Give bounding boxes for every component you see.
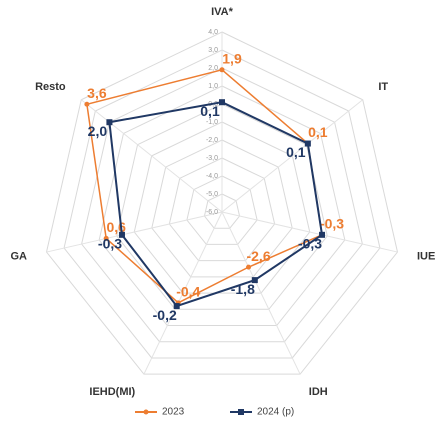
tick-label: -6,0: [206, 209, 218, 216]
marker: [304, 140, 311, 147]
tick-label: 4,0: [208, 29, 218, 36]
tick-label: 1,0: [208, 83, 218, 90]
grid-ring: [63, 49, 381, 359]
category-label: GA: [11, 250, 28, 262]
spoke: [221, 99, 364, 213]
tick-label: -4,0: [206, 173, 218, 180]
marker: [246, 264, 252, 270]
marker: [173, 303, 180, 310]
data-label: -0,2: [153, 307, 177, 323]
grid-ring: [203, 193, 241, 229]
legend-label: 2023: [162, 407, 185, 418]
legend-label: 2024 (p): [257, 407, 294, 418]
data-label: 0,1: [308, 124, 328, 140]
data-label: 0,1: [286, 144, 306, 160]
data-label: 0,1: [200, 103, 220, 119]
grid-ring: [151, 139, 293, 278]
data-label: -0,3: [98, 236, 122, 252]
marker: [103, 235, 109, 241]
grid-ring: [81, 67, 363, 343]
category-label: Resto: [35, 81, 66, 93]
marker: [251, 277, 258, 284]
data-label: -0,3: [320, 216, 344, 232]
legend-marker: [238, 409, 244, 415]
spoke: [80, 99, 223, 213]
marker: [219, 99, 225, 106]
grid-ring: [186, 175, 258, 245]
category-label: IVA*: [211, 6, 234, 18]
grid-ring: [168, 157, 276, 262]
data-label: 1,9: [222, 51, 242, 67]
tick-label: -1,0: [206, 119, 218, 126]
marker: [84, 101, 90, 107]
spoke: [221, 211, 398, 253]
category-label: IT: [378, 81, 388, 93]
category-label: IDH: [309, 386, 328, 398]
marker: [118, 231, 125, 238]
spoke: [221, 211, 301, 375]
series-line: [108, 101, 324, 308]
category-label: IUE: [417, 250, 435, 262]
tick-label: -5,0: [206, 191, 218, 198]
tick-label: -2,0: [206, 137, 218, 144]
marker: [106, 119, 113, 126]
category-label: IEHD(MI): [89, 386, 135, 398]
grid-ring: [45, 31, 399, 375]
data-label: -2,6: [246, 248, 270, 264]
marker: [319, 231, 326, 238]
grid-ring: [133, 121, 311, 294]
marker: [219, 67, 225, 73]
spoke: [143, 211, 223, 375]
data-label: 2,0: [88, 123, 108, 139]
tick-label: -3,0: [206, 155, 218, 162]
data-label: 3,6: [87, 85, 107, 101]
legend-marker: [143, 409, 149, 415]
tick-label: 2,0: [208, 65, 218, 72]
tick-label: 3,0: [208, 47, 218, 54]
data-label: -0,3: [298, 236, 322, 252]
data-label: -1,8: [231, 281, 255, 297]
data-label: -0,4: [176, 284, 200, 300]
spoke: [46, 211, 223, 253]
grid-ring: [98, 85, 346, 327]
